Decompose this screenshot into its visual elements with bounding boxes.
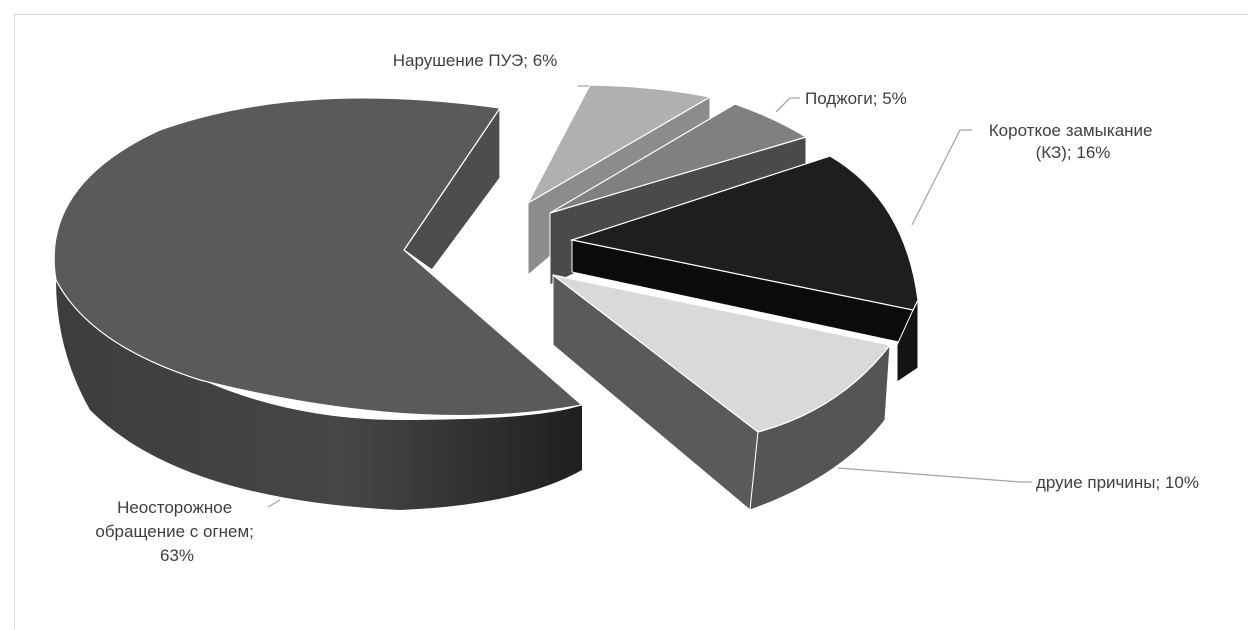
- pie-slice-neostorozhnoe-side: [56, 280, 582, 510]
- pie-slice-other-top: [552, 274, 892, 433]
- pie-slice-other: [552, 273, 892, 511]
- data-label-kz-line-1: Короткое замыкание: [989, 121, 1153, 140]
- data-label-other: друие причины; 10%: [1036, 473, 1199, 492]
- leader-line-other: [837, 467, 1032, 483]
- data-label-kz: Короткое замыкание (КЗ); 16%: [989, 121, 1157, 162]
- leader-line-podzhogi: [775, 97, 800, 113]
- pie-slice-kz-top: [569, 155, 919, 311]
- data-label-other-line-1: друие причины; 10%: [1036, 473, 1199, 492]
- data-label-podzhogi-line-1: Поджоги; 5%: [805, 89, 907, 108]
- leader-line-kz: [911, 129, 972, 226]
- leader-line-neostorozhnoe: [267, 499, 281, 508]
- data-label-podzhogi: Поджоги; 5%: [805, 89, 907, 108]
- pie-slice-neostorozhnoe-top: [53, 97, 584, 417]
- data-label-neostorozhnoe-line-2: обращение с огнем;: [95, 522, 254, 541]
- data-label-puy-line-1: Нарушение ПУЭ; 6%: [393, 51, 558, 70]
- data-label-neostorozhnoe: Неосторожное обращение с огнем; 63%: [95, 498, 258, 565]
- data-label-neostorozhnoe-line-1: Неосторожное: [117, 498, 232, 517]
- pie-slice-puy-top: [526, 84, 712, 205]
- data-label-kz-line-2: (КЗ); 16%: [1036, 143, 1111, 162]
- data-label-neostorozhnoe-line-3: 63%: [160, 546, 194, 565]
- pie-slice-podzhogi-top: [549, 103, 808, 214]
- pie-slice-neostorozhnoe: [53, 97, 584, 510]
- data-labels: Нарушение ПУЭ; 6% Поджоги; 5% Короткое з…: [95, 51, 1199, 565]
- pie-slice-kz: [569, 155, 919, 383]
- data-label-puy: Нарушение ПУЭ; 6%: [393, 51, 558, 70]
